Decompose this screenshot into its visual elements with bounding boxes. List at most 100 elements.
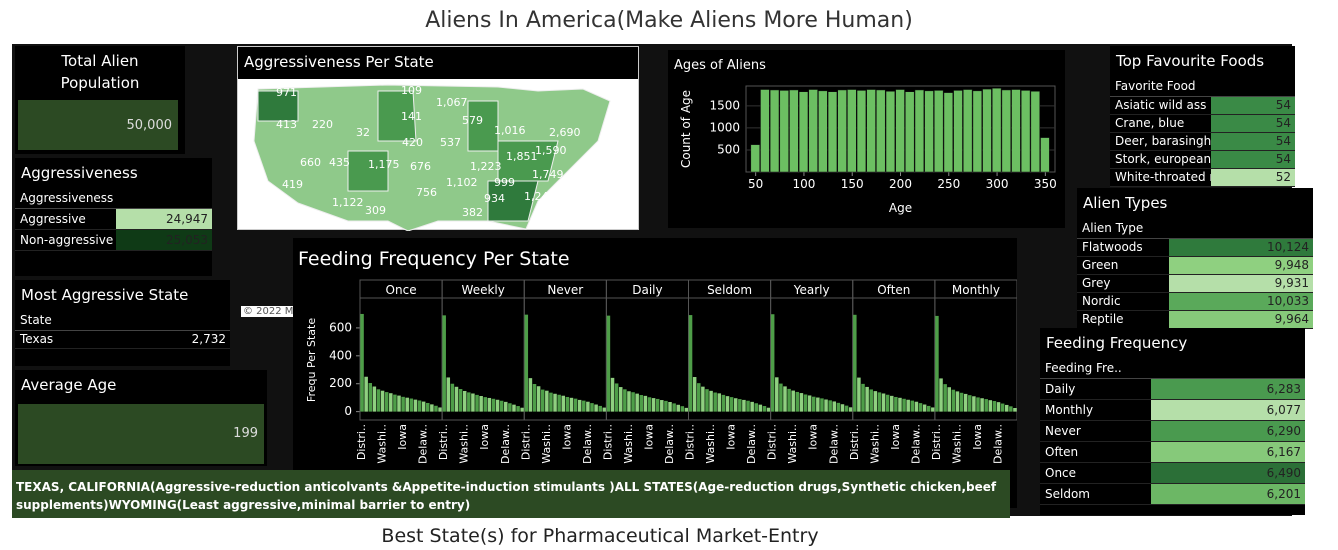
x-tick-label: 300 [986,177,1009,191]
bar [853,314,857,412]
x-tick-label: Iowa [807,424,820,450]
map-shape [257,90,539,222]
chart-panel: Ages of Aliens 500 1000 1500 50 100 150 200 250… [668,50,1065,228]
histogram-bar [779,90,789,173]
row-label: Reptile [1077,311,1169,328]
table-panel: Feeding Frequency Feeding Fre.. Daily 6,283… [1040,328,1305,515]
bar [384,392,389,412]
x-tick-label: Distri.. [766,424,779,460]
chart-title: Feeding Frequency Per State [298,248,570,270]
row-label: Asiatic wild ass [1110,97,1211,114]
footer-title: Best State(s) for Pharmaceutical Market-… [381,525,819,547]
map-label: 1,067 [436,96,468,109]
bar [495,399,500,412]
y-tick-label: 0 [344,404,352,418]
x-tick-label: Iowa [725,424,738,450]
dashboard-title: Aliens In America(Make Aliens More Human… [425,8,913,33]
row-value: 6,201 [1151,484,1305,504]
bar [926,405,931,412]
bar [836,402,841,412]
histogram-bar [798,91,809,173]
x-tick-label: Washi.. [868,424,881,464]
row-value: 25,053 [116,230,212,250]
map-label: 32 [356,126,370,139]
bar [894,396,898,412]
kpi-panel: Total Alien Population 50,000 [15,46,185,154]
facet-label: Seldom [707,283,752,297]
row-value: 6,490 [1151,463,1305,483]
row-value: 54 [1211,133,1295,150]
map-label: 109 [401,84,422,97]
column-header: Aggressiveness [15,188,212,209]
histogram-bar [982,88,992,173]
map-label: 537 [440,136,461,149]
bar [828,400,832,412]
row-label: Grey [1077,275,1169,292]
row-value: 54 [1211,151,1295,168]
table-row: Daily 6,283 [1040,379,1305,400]
bar [586,401,590,412]
x-tick-label: Delaw.. [909,424,922,464]
bar [532,384,537,412]
bar [951,389,956,412]
bar [582,400,586,412]
bar [1004,404,1009,412]
bar [508,403,512,412]
histogram-bar [769,89,780,173]
table-row: White-throated monit..52 [1110,169,1295,187]
bar [413,399,418,412]
bar [758,404,763,412]
row-value: 6,077 [1151,400,1305,420]
bar [635,393,639,412]
bar [504,401,508,412]
histogram-bar [924,90,934,173]
row-value: 52 [1211,169,1295,186]
bar [721,394,726,412]
bar [746,400,750,412]
map-label: 1,102 [446,176,478,189]
note: TEXAS, CALIFORNIA(Aggressive-reduction a… [12,470,1010,518]
bar [393,394,397,412]
row-label: Nordic [1077,293,1169,310]
histogram-bar [972,90,983,173]
x-tick-label: Distri.. [684,424,697,460]
x-tick-label: 200 [889,177,912,191]
map-shape [347,90,559,192]
bar [655,398,660,412]
kpi-panel: Average Age 199 [15,370,267,466]
bar [549,392,553,412]
row-value: 9,964 [1169,311,1313,328]
bar [372,386,377,412]
bar [873,391,878,412]
y-tick-label: 1000 [709,120,740,134]
table-row: Grey 9,931 [1077,275,1313,293]
row-label: White-throated monit.. [1110,169,1211,186]
bar [376,389,381,412]
x-tick-label: Delaw.. [417,424,430,464]
bar [766,407,771,412]
histogram-bar [789,89,799,173]
bar [380,390,385,412]
bar [697,383,701,412]
bar [598,405,602,412]
map-label: 1,749 [532,168,564,181]
bar [939,378,943,412]
bar [528,378,533,412]
y-axis-label: Frequ Per State [305,318,318,402]
x-tick-label: Delaw.. [827,424,840,464]
bar [364,376,368,412]
chart-panel: Feeding Frequency Per State 0 200 400 600 Fre… [293,238,1017,508]
row-value: 6,290 [1151,421,1305,441]
x-tick-label: Washi.. [704,424,717,464]
bar [491,398,496,412]
row-label: Green [1077,257,1169,274]
table-row: Flatwoods 10,124 [1077,239,1313,257]
bar [783,386,787,412]
histogram-bar [1040,137,1050,173]
table-row: Often 6,167 [1040,442,1305,463]
bar [389,393,393,412]
bar [430,404,434,412]
table-panel: Top Favourite Foods Favorite Food Asiatic … [1110,46,1295,187]
bar [639,395,644,412]
bar [968,395,972,412]
